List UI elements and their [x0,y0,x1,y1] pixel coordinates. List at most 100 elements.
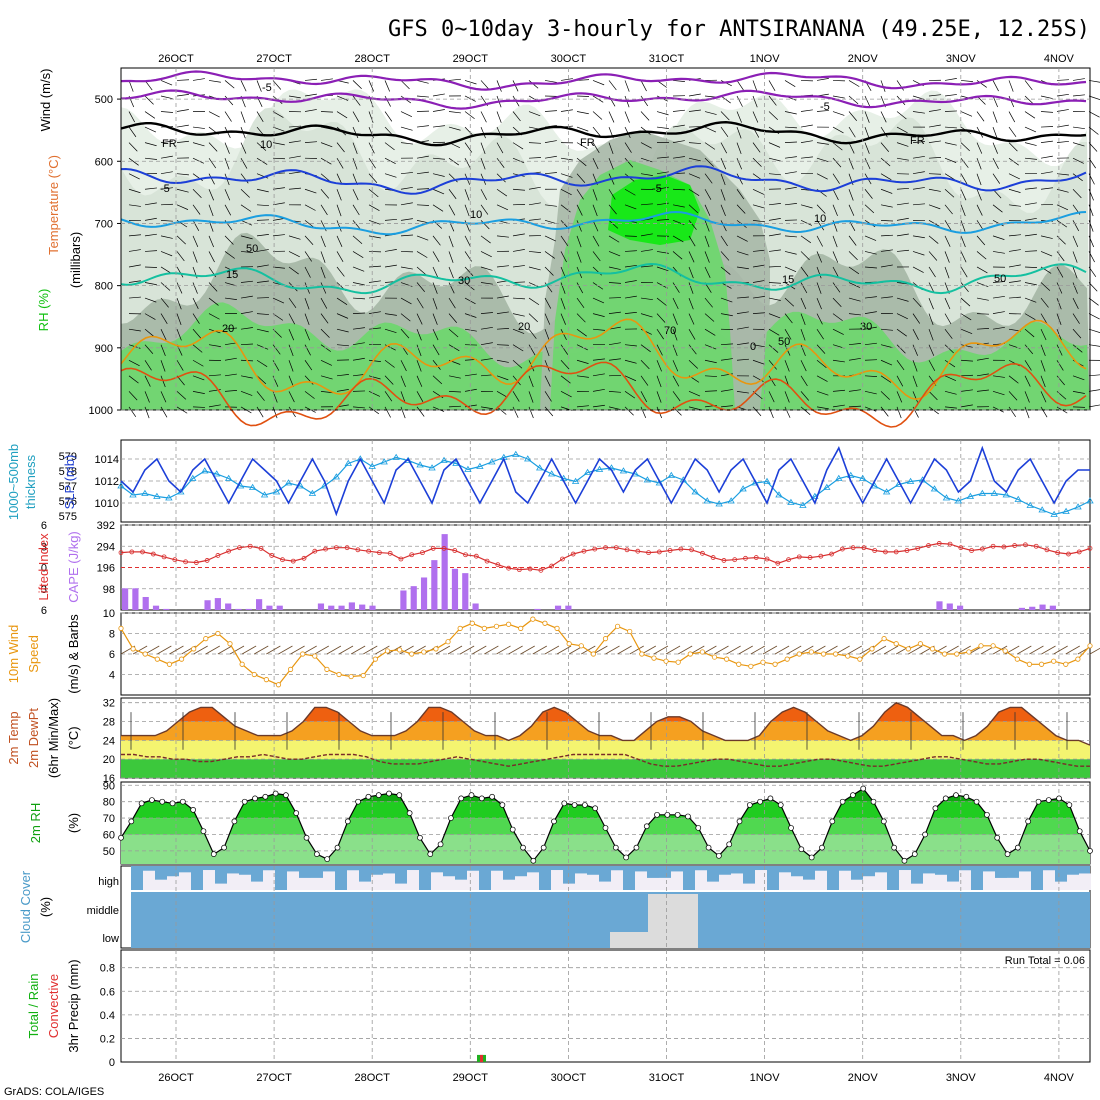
wind-barb [160,360,166,372]
wind-barb [784,235,797,238]
wind-barb [176,297,182,310]
wind-barb [352,95,361,106]
wind-barb [416,95,429,98]
wind-barb [960,80,973,82]
rh2m-y-tick: 60 [103,829,115,841]
wind-barb [704,142,716,150]
wind-barb [752,157,762,167]
wind10-barb [690,645,705,655]
wind-barb [400,266,413,270]
wind10-barb [447,645,463,655]
wind-barb [480,235,491,244]
rh2m-point [819,844,825,851]
wind-barb [720,189,726,201]
wind-barb [128,188,141,194]
cape-bar [338,605,345,610]
li-point [635,548,641,554]
wind10-point [312,653,318,659]
thickness-point [117,482,125,489]
temp-contour-15 [120,262,1087,295]
wind-barb [144,266,158,268]
wind-barb [176,251,185,262]
wind-barb [464,373,477,377]
date-label-top: 29OCT [453,53,489,65]
wind-barb [1008,296,1021,299]
thickness-point [236,482,245,489]
wind10-point [154,656,160,662]
cloud-high-gap [467,870,479,890]
wind-barb [432,282,438,294]
wind-barb [1024,95,1034,105]
contour-label: -5 [262,82,272,94]
wind-barb [224,142,230,154]
cloud-high-gap [515,876,527,890]
wind-barb [352,189,359,201]
wind-barb [256,234,269,237]
wind-barb [896,80,904,91]
wind-barb [704,313,715,322]
wind-barb [848,266,860,275]
cloud-high-gap [719,874,731,890]
wind-barb [240,142,247,154]
wind-barb [368,126,374,139]
rh2m-point [561,800,568,807]
wind-barb [272,266,285,269]
li-point [226,548,232,554]
wind-barb [656,328,664,340]
cloud-high-gap [371,874,383,890]
wind-barb [832,111,845,116]
wind-barb [224,327,237,330]
wind-barb [656,126,669,129]
wind-barb [192,78,205,81]
precip-frame [120,949,1091,1063]
wind-barb [240,251,253,253]
wind-barb [784,266,797,273]
li-point [1012,543,1018,548]
wind-barb [672,109,685,112]
cloud-high-gap [227,873,239,890]
wind-barb [1072,328,1082,339]
wind-barb [400,406,406,419]
wind10-barb [375,645,390,655]
wind-barb [256,142,267,151]
cape-bar [462,573,469,610]
cloud-high-gap [911,883,923,890]
wind-barb [608,142,614,155]
wind-barb [240,80,247,92]
wind-barb [944,391,957,395]
thickness-point [835,474,843,481]
wind-barb [800,204,813,209]
wind-barb [864,375,877,377]
wind-barb [960,111,973,117]
wind-barb [704,375,717,377]
rh2m-point [829,818,836,825]
wind-barb [768,203,781,206]
li-point [990,543,996,549]
wind-barb [1024,360,1032,371]
contour-label: FR [910,135,925,147]
wind-barb [1008,142,1018,152]
wind-barb [976,373,989,377]
cape-label-li: Lifted Index [36,533,51,601]
wind-barb [560,188,572,196]
wind-barb [176,204,189,210]
wind-barb [272,202,285,206]
wind-barb [944,297,951,310]
rh2m-point [262,793,269,800]
cloud-high-gap [359,881,371,890]
wind-barb [688,297,694,310]
wind-barb [608,204,617,215]
wind10-point [929,646,936,652]
wind-barb [608,251,621,257]
wind10-barb [520,645,535,655]
wind-barb [368,235,381,239]
wind-barb [1024,313,1036,320]
wind-barb [496,406,507,415]
cloud-high-gap [815,870,827,890]
wind-barb [656,391,662,403]
wind-barb [256,219,270,221]
wind-barb [368,375,381,380]
wind-barb [464,282,475,291]
wind-barb [416,171,429,175]
cloud-high-gap [563,883,575,890]
